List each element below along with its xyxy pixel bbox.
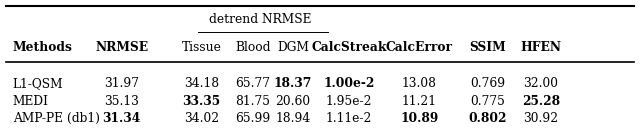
Text: L1-QSM: L1-QSM (13, 77, 63, 90)
Text: NRMSE: NRMSE (95, 41, 148, 54)
Text: 13.08: 13.08 (402, 77, 436, 90)
Text: CalcError: CalcError (386, 41, 452, 54)
Text: AMP-PE (db1): AMP-PE (db1) (13, 112, 100, 125)
Text: HFEN: HFEN (520, 41, 561, 54)
Text: CalcStreak: CalcStreak (311, 41, 387, 54)
Text: 65.99: 65.99 (235, 112, 271, 125)
Text: 18.37: 18.37 (274, 77, 312, 90)
Text: Blood: Blood (235, 41, 271, 54)
Text: 31.34: 31.34 (102, 112, 141, 125)
Text: 81.75: 81.75 (236, 95, 270, 108)
Text: 18.94: 18.94 (275, 112, 311, 125)
Text: 34.02: 34.02 (184, 112, 219, 125)
Text: 0.775: 0.775 (470, 95, 505, 108)
Text: 35.13: 35.13 (104, 95, 139, 108)
Text: 20.60: 20.60 (276, 95, 310, 108)
Text: Tissue: Tissue (182, 41, 221, 54)
Text: detrend NRMSE: detrend NRMSE (209, 13, 312, 26)
Text: 34.18: 34.18 (184, 77, 219, 90)
Text: 1.95e-2: 1.95e-2 (326, 95, 372, 108)
Text: 1.00e-2: 1.00e-2 (323, 77, 374, 90)
Text: 1.11e-2: 1.11e-2 (326, 112, 372, 125)
Text: 25.28: 25.28 (522, 95, 560, 108)
Text: 0.769: 0.769 (470, 77, 505, 90)
Text: 33.35: 33.35 (182, 95, 221, 108)
Text: SSIM: SSIM (469, 41, 506, 54)
Text: MEDI: MEDI (13, 95, 49, 108)
Text: 31.97: 31.97 (104, 77, 139, 90)
Text: 32.00: 32.00 (524, 77, 558, 90)
Text: Methods: Methods (13, 41, 73, 54)
Text: 65.77: 65.77 (236, 77, 270, 90)
Text: 0.802: 0.802 (468, 112, 507, 125)
Text: 10.89: 10.89 (400, 112, 438, 125)
Text: DGM: DGM (277, 41, 309, 54)
Text: 11.21: 11.21 (402, 95, 436, 108)
Text: 30.92: 30.92 (524, 112, 558, 125)
